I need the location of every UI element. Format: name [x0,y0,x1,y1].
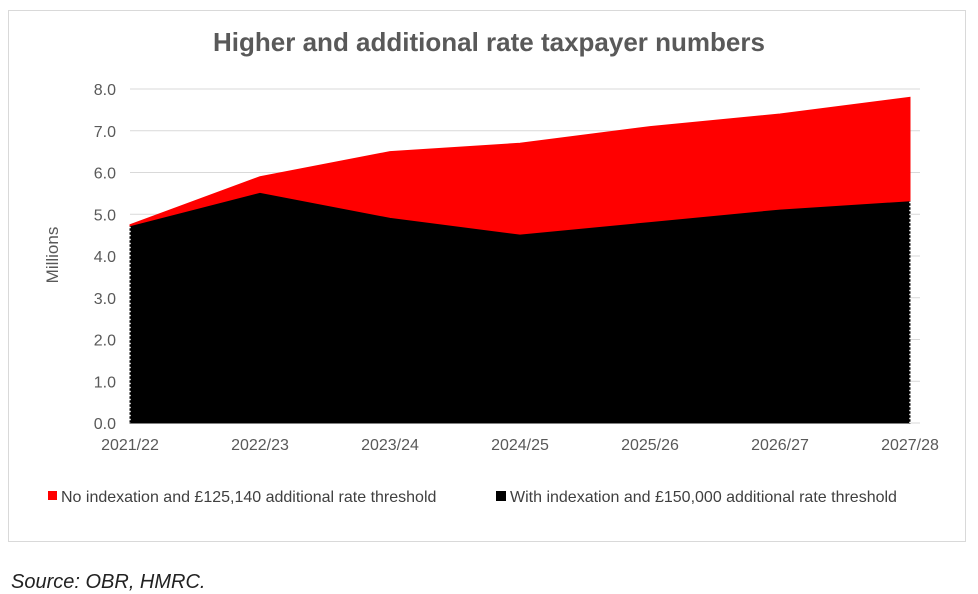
x-tick-label: 2024/25 [491,437,549,454]
y-tick-label: 0.0 [94,416,116,433]
plot-areas [129,96,911,424]
x-tick-label: 2021/22 [101,437,159,454]
y-axis-ticks: 0.0 1.0 2.0 3.0 4.0 5.0 6.0 7.0 8.0 [94,82,116,433]
legend-swatch-2 [496,491,506,501]
x-axis-ticks: 2021/22 2022/23 2023/24 2024/25 2025/26 2026/… [101,437,939,454]
x-tick-label: 2025/26 [621,437,679,454]
legend: No indexation and £125,140 additional ra… [48,489,897,506]
y-tick-label: 1.0 [94,374,116,391]
source-note: Source: OBR, HMRC. [11,571,206,593]
x-tick-label: 2027/28 [881,437,939,454]
y-tick-label: 6.0 [94,166,116,183]
y-tick-label: 7.0 [94,124,116,141]
y-tick-label: 5.0 [94,207,116,224]
x-tick-label: 2023/24 [361,437,419,454]
y-tick-label: 8.0 [94,82,116,99]
y-tick-label: 3.0 [94,291,116,308]
chart-title: Higher and additional rate taxpayer numb… [213,27,765,57]
x-tick-label: 2026/27 [751,437,809,454]
x-tick-label: 2022/23 [231,437,289,454]
y-axis-label: Millions [43,227,62,284]
y-tick-label: 2.0 [94,333,116,350]
area-series-2 [129,192,911,424]
legend-swatch-1 [48,491,57,500]
legend-label-1: No indexation and £125,140 additional ra… [61,489,436,506]
y-tick-label: 4.0 [94,249,116,266]
legend-label-2: With indexation and £150,000 additional … [510,489,897,506]
